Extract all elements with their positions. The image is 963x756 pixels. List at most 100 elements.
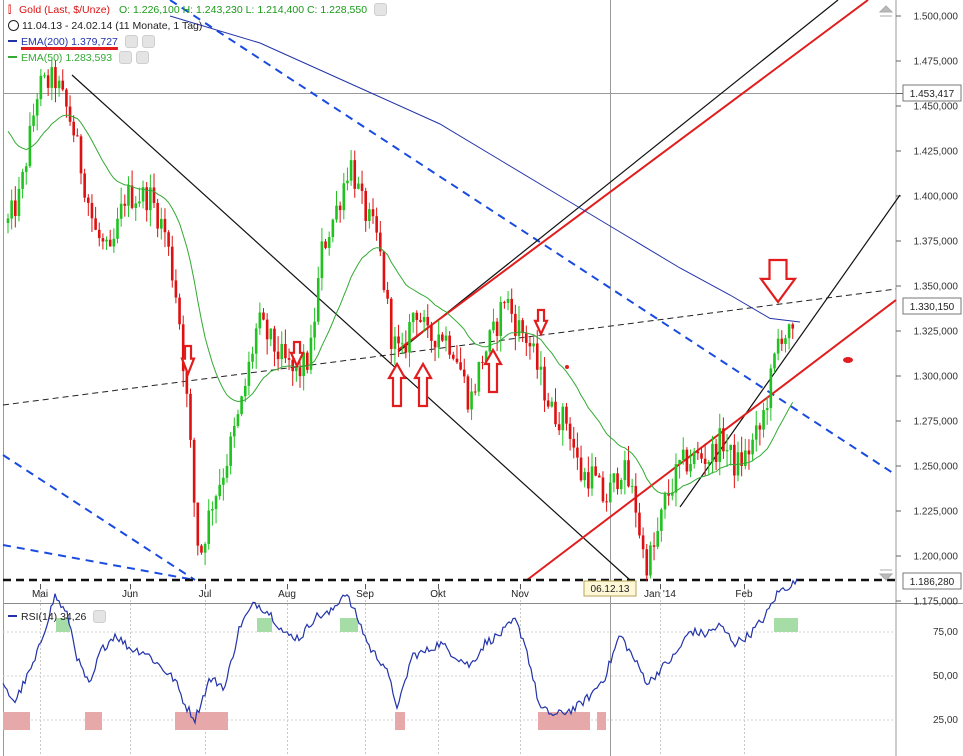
candle-body [273, 328, 276, 352]
rsi-tick-50: 50,00 [933, 671, 958, 682]
candle-body [371, 209, 375, 217]
candle-body [437, 334, 440, 348]
candle-body [200, 545, 203, 553]
candle-body [773, 353, 776, 369]
instrument-icon: ⫿ [8, 5, 12, 16]
candle-body [302, 352, 305, 377]
rsi-overbought-zone [56, 618, 70, 632]
month-label: Aug [278, 589, 296, 600]
candle-body [517, 320, 521, 336]
marker-box [902, 572, 962, 590]
candle-body [565, 406, 568, 424]
ema200-close-icon[interactable] [141, 34, 155, 48]
legend-range: 11.04.13 - 24.02.14 (11 Monate, 1 Tag) [8, 19, 202, 34]
candle-body [79, 136, 83, 174]
candle-body [623, 460, 627, 481]
ema50-close-icon[interactable] [135, 50, 149, 64]
candle-body [54, 67, 57, 89]
candle-body [251, 353, 254, 362]
down-arrow-icon [289, 340, 305, 369]
candle-body [645, 549, 649, 576]
price-tick-label: 1.375,000 [914, 237, 959, 248]
candle-body [499, 302, 503, 337]
ema50-label: EMA(50) 1.283,593 [21, 52, 113, 64]
candle-body [404, 343, 408, 353]
month-label: Nov [511, 589, 529, 600]
candle-body [470, 391, 473, 410]
candle-body [722, 428, 725, 452]
scroll-up-icon[interactable] [878, 5, 894, 17]
candle-body [338, 205, 342, 211]
month-label: Sep [356, 589, 374, 600]
candle-body [43, 75, 46, 77]
marker-box [902, 297, 962, 315]
legend-ema50: EMA(50) 1.283,593 [8, 50, 149, 66]
price-tick-label: 1.500,000 [914, 12, 959, 23]
candle-body [127, 185, 130, 206]
price-tick-label: 1.225,000 [914, 507, 959, 518]
ema200-swatch [8, 40, 17, 43]
candlesticks [6, 59, 795, 581]
down-arrow-icon [758, 258, 798, 304]
settings-icon[interactable] [374, 2, 387, 16]
candle-body [649, 545, 652, 576]
candle-body [787, 324, 791, 339]
candle-body [335, 205, 338, 220]
candle-body [700, 453, 703, 459]
period-text: 11.04.13 - 24.02.14 (11 Monate, 1 Tag) [22, 20, 203, 32]
rsi-settings-icon[interactable] [93, 609, 107, 623]
price-tick-label: 1.350,000 [914, 282, 959, 293]
price-tick-label: 1.300,000 [914, 372, 959, 383]
candle-body [543, 366, 546, 401]
candle-body [616, 473, 619, 490]
red-dot-marker [843, 357, 853, 363]
candle-body [689, 464, 692, 472]
candle-body [638, 512, 641, 536]
candle-body [572, 438, 576, 448]
candle-body [608, 482, 612, 503]
candle-body [141, 187, 145, 202]
candle-body [368, 209, 371, 221]
ema50-line [7, 114, 794, 494]
candle-body [233, 425, 236, 437]
candle-body [656, 531, 659, 547]
ema200-line [169, 15, 801, 323]
candle-body [663, 493, 667, 510]
candle-body [765, 408, 769, 411]
candle-body [462, 369, 466, 377]
candle-body [258, 312, 262, 329]
marker-text: 1.330,150 [910, 302, 955, 313]
candle-body [101, 238, 105, 242]
candle-body [506, 298, 510, 303]
candle-body [744, 450, 747, 467]
candle-body [309, 337, 313, 370]
candle-body [557, 424, 561, 431]
candle-body [313, 321, 316, 338]
up-arrow-icon [387, 361, 407, 408]
candle-body [459, 362, 462, 370]
price-tick-label: 1.275,000 [914, 417, 959, 428]
candle-body [316, 278, 320, 322]
candle-body [265, 319, 269, 340]
scroll-down-icon[interactable] [878, 569, 894, 581]
candle-body [594, 466, 597, 476]
candle-body [254, 328, 258, 354]
downtrend-dashed-upper [169, 0, 897, 476]
candle-body [174, 280, 178, 298]
clock-icon [8, 19, 19, 31]
legend-rsi: RSI(14) 34,26 [8, 609, 107, 625]
rsi-oversold-zone [597, 712, 606, 730]
candle-body [145, 187, 148, 211]
rsi-oversold-zone [538, 712, 590, 730]
annotation-arrows [180, 258, 798, 408]
up-arrow-icon [413, 361, 433, 408]
marker-text: 1.453,417 [910, 89, 955, 100]
candle-body [554, 401, 557, 425]
ema200-settings-icon[interactable] [124, 34, 138, 48]
price-marker-1186: 1.186,280 [902, 572, 962, 590]
rsi-overbought-zone [774, 618, 798, 632]
candle-body [703, 458, 707, 464]
ema50-settings-icon[interactable] [118, 50, 132, 64]
candle-body [590, 466, 594, 489]
